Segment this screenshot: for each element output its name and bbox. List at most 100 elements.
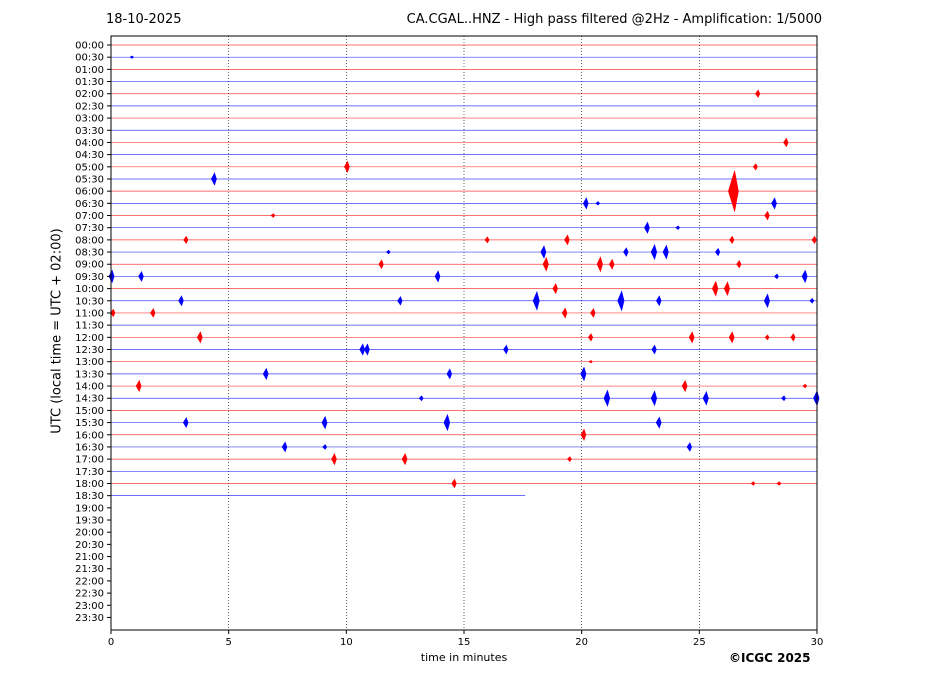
x-tick-label-5: 5	[225, 637, 231, 648]
event-11:00-20.5	[590, 308, 596, 318]
event-09:00-11.5	[378, 259, 384, 270]
y-tick-label-00:00: 00:00	[75, 41, 104, 52]
event-12:00-24.7	[688, 331, 695, 344]
y-tick-label-01:30: 01:30	[75, 77, 104, 88]
event-08:30-11.8	[385, 249, 391, 255]
event-09:00-20.8	[596, 256, 603, 273]
y-tick-label-22:00: 22:00	[75, 576, 104, 587]
y-tick-label-14:00: 14:00	[75, 382, 104, 393]
y-tick-label-04:30: 04:30	[75, 150, 104, 161]
seismic-events	[108, 55, 820, 489]
event-14:30-13.2	[418, 395, 424, 402]
event-06:30-28.2	[771, 197, 777, 210]
event-12:00-3.8	[196, 331, 203, 344]
event-07:30-22.8	[644, 221, 650, 234]
event-05:00-10.05	[344, 160, 350, 173]
event-00:30-0.9	[129, 55, 134, 59]
event-15:30-14.3	[443, 413, 451, 432]
event-06:30-20.7	[595, 201, 600, 206]
event-18:00-14.6	[451, 478, 457, 489]
y-tick-label-13:30: 13:30	[75, 369, 104, 380]
event-13:30-14.4	[446, 368, 453, 380]
y-tick-label-18:30: 18:30	[75, 491, 104, 502]
y-tick-label-17:30: 17:30	[75, 467, 104, 478]
x-tick-label-30: 30	[811, 637, 824, 648]
y-tick-label-07:00: 07:00	[75, 211, 104, 222]
event-08:30-23.6	[662, 244, 669, 260]
event-12:00-20.4	[587, 333, 594, 342]
event-07:30-24.1	[675, 225, 680, 230]
y-tick-label-19:00: 19:00	[75, 503, 104, 514]
y-tick-label-11:30: 11:30	[75, 321, 104, 332]
y-tick-label-20:30: 20:30	[75, 540, 104, 551]
event-14:30-21.1	[603, 389, 611, 407]
y-tick-label-15:30: 15:30	[75, 418, 104, 429]
y-tick-label-16:30: 16:30	[75, 442, 104, 453]
event-16:30-9.1	[322, 444, 328, 450]
event-10:30-21.7	[617, 290, 625, 312]
y-tick-label-03:30: 03:30	[75, 126, 104, 137]
event-10:30-18.1	[532, 290, 540, 311]
event-13:30-20.1	[580, 366, 587, 382]
y-tick-label-18:00: 18:00	[75, 479, 104, 490]
y-tick-label-08:30: 08:30	[75, 248, 104, 259]
event-08:00-16	[484, 236, 490, 244]
event-10:00-25.7	[711, 280, 719, 297]
event-15:30-9.1	[321, 415, 328, 430]
y-tick-label-10:30: 10:30	[75, 296, 104, 307]
event-16:30-7.4	[281, 441, 288, 453]
event-08:00-19.4	[564, 234, 570, 246]
y-tick-label-17:00: 17:00	[75, 455, 104, 466]
event-10:30-29.8	[809, 297, 815, 304]
y-tick-label-00:30: 00:30	[75, 53, 104, 64]
y-tick-label-05:30: 05:30	[75, 174, 104, 185]
y-tick-label-10:00: 10:00	[75, 284, 104, 295]
y-tick-label-21:30: 21:30	[75, 564, 104, 575]
event-12:30-23.1	[651, 344, 657, 355]
y-tick-label-05:00: 05:00	[75, 162, 104, 173]
event-09:30-1.3	[138, 270, 144, 282]
event-11:00-1.8	[150, 308, 156, 318]
event-16:00-20.1	[580, 428, 587, 441]
y-tick-label-12:30: 12:30	[75, 345, 104, 356]
event-11:00-0.1	[110, 308, 116, 318]
event-14:30-25.3	[702, 390, 709, 406]
event-14:30-30	[813, 390, 820, 407]
event-15:30-3.2	[182, 417, 189, 429]
event-06:30-20.2	[582, 197, 589, 210]
event-12:00-26.4	[728, 331, 735, 344]
event-11:00-19.3	[561, 307, 568, 319]
vertical-gridlines	[228, 36, 700, 630]
event-18:00-27.3	[750, 481, 756, 486]
event-06:00-26.5	[728, 170, 739, 212]
event-08:00-29.9	[811, 235, 817, 245]
y-tick-label-06:00: 06:00	[75, 187, 104, 198]
event-10:30-23.3	[655, 295, 662, 307]
event-08:30-18.4	[540, 245, 547, 259]
x-tick-label-20: 20	[575, 637, 588, 648]
event-09:00-26.7	[736, 260, 742, 269]
y-tick-label-09:30: 09:30	[75, 272, 104, 283]
y-tick-label-15:00: 15:00	[75, 406, 104, 417]
event-10:00-26.2	[723, 281, 730, 296]
y-tick-label-09:00: 09:00	[75, 260, 104, 271]
y-tick-label-21:00: 21:00	[75, 552, 104, 563]
y-tick-label-23:00: 23:00	[75, 601, 104, 612]
y-tick-label-06:30: 06:30	[75, 199, 104, 210]
y-axis-label: UTC (local time = UTC + 02:00)	[49, 228, 65, 434]
event-08:30-25.8	[715, 247, 721, 257]
event-14:00-24.4	[681, 379, 688, 393]
event-12:30-10.9	[364, 343, 370, 356]
trace-lines	[111, 44, 817, 497]
event-09:00-18.5	[542, 256, 549, 272]
event-09:30-29.5	[801, 269, 808, 284]
y-tick-label-01:00: 01:00	[75, 65, 104, 76]
y-tick-label-16:00: 16:00	[75, 430, 104, 441]
event-17:00-19.5	[566, 456, 572, 462]
event-15:30-23.3	[655, 416, 662, 429]
event-14:00-29.5	[802, 383, 808, 389]
event-07:00-6.9	[270, 213, 276, 218]
event-02:00-27.5	[755, 89, 761, 98]
event-14:00-1.2	[135, 379, 142, 393]
event-12:00-27.9	[764, 334, 770, 341]
